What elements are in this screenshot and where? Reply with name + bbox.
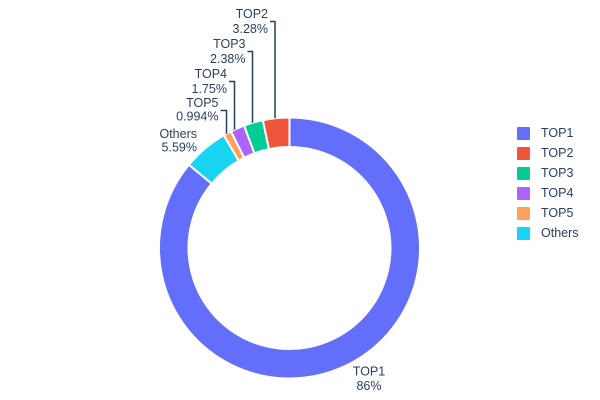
pie-slice-others[interactable] (187, 134, 240, 185)
pie-slice-top1[interactable] (158, 116, 421, 380)
slice-label-percent: 86% (356, 379, 381, 393)
slice-label-name: TOP1 (353, 365, 385, 379)
leader-line-top3 (247, 50, 254, 123)
slice-label-percent: 5.59% (162, 141, 197, 155)
slice-label-name: Others (159, 127, 197, 141)
slice-label-top2: TOP2 3.28% (233, 7, 269, 36)
legend-item-others[interactable]: Others (517, 223, 579, 243)
slice-label-name: TOP3 (213, 37, 245, 51)
slice-label-percent: 2.38% (210, 52, 245, 66)
legend-swatch-top5 (517, 206, 530, 220)
slice-label-top1: TOP1 86% (353, 365, 385, 394)
legend-label-top5: TOP5 (541, 206, 574, 220)
pie-slice-top2[interactable] (261, 116, 291, 151)
leader-line-top4 (229, 80, 236, 130)
legend-label-top3: TOP3 (541, 166, 574, 180)
legend-item-top3[interactable]: TOP3 (517, 163, 579, 183)
leader-line-top5 (220, 109, 228, 134)
slice-label-percent: 1.75% (192, 82, 227, 96)
slice-label-top3: TOP3 2.38% (210, 37, 246, 66)
legend-item-top5[interactable]: TOP5 (517, 203, 579, 223)
slice-label-percent: 3.28% (233, 22, 268, 36)
legend-swatch-top2 (517, 146, 530, 160)
legend-swatch-top4 (517, 186, 530, 200)
slice-label-top5: TOP5 0.994% (176, 96, 218, 124)
legend-label-top2: TOP2 (541, 146, 574, 160)
legend-swatch-others (517, 226, 530, 240)
pie-slice-top3[interactable] (243, 119, 270, 155)
slice-label-percent: 0.994% (176, 110, 218, 124)
slice-label-name: TOP2 (236, 7, 268, 21)
legend-swatch-top1 (517, 126, 530, 140)
slice-label-name: TOP5 (186, 96, 218, 110)
slice-label-name: TOP4 (195, 67, 227, 81)
legend-item-top1[interactable]: TOP1 (517, 123, 579, 143)
leader-line-top2 (270, 20, 276, 119)
legend-label-others: Others (541, 226, 579, 240)
legend-item-top2[interactable]: TOP2 (517, 143, 579, 163)
legend-swatch-top3 (517, 166, 530, 180)
legend-item-top4[interactable]: TOP4 (517, 183, 579, 203)
legend: TOP1 TOP2 TOP3 TOP4 TOP5 Others (517, 123, 579, 243)
slice-label-others: Others 5.59% (159, 127, 197, 155)
slice-label-top4: TOP4 1.75% (192, 67, 228, 96)
legend-label-top1: TOP1 (541, 126, 574, 140)
legend-label-top4: TOP4 (541, 186, 574, 200)
